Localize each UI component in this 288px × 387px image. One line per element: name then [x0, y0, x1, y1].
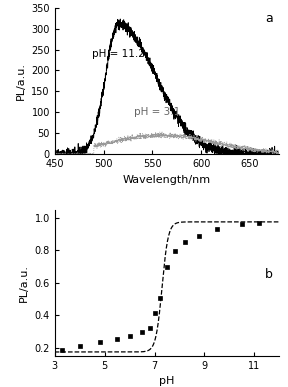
Y-axis label: PL/a.u.: PL/a.u.	[16, 62, 26, 100]
Text: pH = 11.2: pH = 11.2	[92, 49, 145, 59]
X-axis label: Wavelength/nm: Wavelength/nm	[123, 175, 211, 185]
Text: pH = 3.1: pH = 3.1	[134, 107, 180, 117]
Y-axis label: PL/a.u.: PL/a.u.	[19, 264, 29, 302]
Text: b: b	[265, 268, 273, 281]
Text: a: a	[265, 12, 273, 25]
X-axis label: pH: pH	[159, 377, 175, 387]
